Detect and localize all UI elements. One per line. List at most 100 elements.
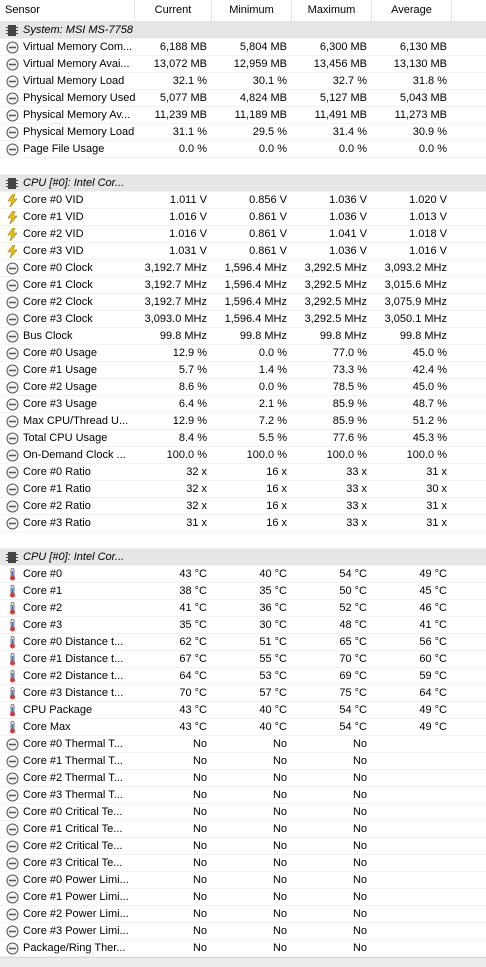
sensor-row[interactable]: Core Max 43 °C 40 °C 54 °C 49 °C	[0, 719, 486, 736]
sensor-row[interactable]: Core #0 VID 1.011 V 0.856 V 1.036 V 1.020 V	[0, 192, 486, 209]
sensor-row[interactable]: Core #1 VID 1.016 V 0.861 V 1.036 V 1.013 V	[0, 209, 486, 226]
icon	[6, 670, 19, 689]
sensor-row[interactable]: Core #1 38 °C 35 °C 50 °C 45 °C	[0, 583, 486, 600]
sensor-value: 70 °C	[339, 653, 367, 665]
sensor-row[interactable]: Core #3 Usage 6.4 % 2.1 % 85.9 % 48.7 %	[0, 396, 486, 413]
sensor-value: No	[272, 874, 287, 886]
sensor-row[interactable]: Bus Clock 99.8 MHz 99.8 MHz 99.8 MHz 99.8 MH…	[0, 328, 486, 345]
sensor-row[interactable]: Core #2 Usage 8.6 % 0.0 % 78.5 % 45.0 %	[0, 379, 486, 396]
sensor-row[interactable]: Core #2 Clock 3,192.7 MHz 1,596.4 MHz 3,292…	[0, 294, 486, 311]
icon	[6, 279, 19, 298]
sensor-value: 69 °C	[339, 670, 367, 682]
sensor-row[interactable]: Virtual Memory Load 32.1 % 30.1 % 32.7 % 31.…	[0, 73, 486, 90]
sensor-value: 3,192.7 MHz	[144, 296, 207, 308]
icon	[6, 347, 19, 366]
column-header[interactable]: Average	[372, 0, 452, 21]
sensor-row[interactable]: Core #1 Usage 5.7 % 1.4 % 73.3 % 42.4 %	[0, 362, 486, 379]
sensor-row[interactable]: Physical Memory Used 5,077 MB 4,824 MB 5,12…	[0, 90, 486, 107]
sensor-row[interactable]: Core #3 Distance t... 70 °C 57 °C 75 °C 64 °…	[0, 685, 486, 702]
sensor-row[interactable]: Max CPU/Thread U... 12.9 % 7.2 % 85.9 % 51.2…	[0, 413, 486, 430]
sensor-row[interactable]: Core #1 Thermal T... No No No	[0, 753, 486, 770]
section-row[interactable]: System: MSI MS-7758	[0, 22, 486, 39]
column-header[interactable]: Sensor	[0, 0, 135, 21]
section-row[interactable]: CPU [#0]: Intel Cor...	[0, 549, 486, 566]
sensor-row[interactable]: Core #3 VID 1.031 V 0.861 V 1.036 V 1.016 V	[0, 243, 486, 260]
sensor-row[interactable]: Core #2 Ratio 32 x 16 x 33 x 31 x	[0, 498, 486, 515]
column-header[interactable]: Maximum	[292, 0, 372, 21]
sensor-row[interactable]: Core #0 Thermal T... No No No	[0, 736, 486, 753]
sensor-value: 1.016 V	[169, 211, 207, 223]
sensor-name: Core #0 Power Limi...	[23, 874, 129, 886]
sensor-row[interactable]: On-Demand Clock ... 100.0 % 100.0 % 100.0 %…	[0, 447, 486, 464]
sensor-row[interactable]: Core #3 Critical Te... No No No	[0, 855, 486, 872]
sensor-row[interactable]: Core #0 43 °C 40 °C 54 °C 49 °C	[0, 566, 486, 583]
sensor-row[interactable]: Core #1 Power Limi... No No No	[0, 889, 486, 906]
sensor-name: Core #1 VID	[23, 211, 84, 223]
sensor-value: 0.0 %	[338, 143, 367, 155]
sensor-value: 16 x	[266, 517, 287, 529]
section-row[interactable]: CPU [#0]: Intel Cor...	[0, 175, 486, 192]
sensor-row[interactable]: Total CPU Usage 8.4 % 5.5 % 77.6 % 45.3 %	[0, 430, 486, 447]
sensor-row[interactable]: Physical Memory Load 31.1 % 29.5 % 31.4 % 30…	[0, 124, 486, 141]
sensor-value: 54 °C	[339, 721, 367, 733]
sensor-row[interactable]: Core #1 Ratio 32 x 16 x 33 x 30 x	[0, 481, 486, 498]
sensor-row[interactable]: Core #2 VID 1.016 V 0.861 V 1.041 V 1.018 V	[0, 226, 486, 243]
sensor-row[interactable]: Core #1 Critical Te... No No No	[0, 821, 486, 838]
sensor-value: 43 °C	[179, 704, 207, 716]
sensor-name: Core #2	[23, 602, 63, 614]
sensor-value: No	[192, 755, 207, 767]
sensor-row[interactable]: Core #0 Ratio 32 x 16 x 33 x 31 x	[0, 464, 486, 481]
sensor-row[interactable]: Physical Memory Av... 11,239 MB 11,189 MB 1…	[0, 107, 486, 124]
sensor-row[interactable]: Package/Ring Ther... No No No	[0, 940, 486, 957]
sensor-row[interactable]: Core #0 Distance t... 62 °C 51 °C 65 °C 56 °…	[0, 634, 486, 651]
sensor-row[interactable]: Core #0 Clock 3,192.7 MHz 1,596.4 MHz 3,292…	[0, 260, 486, 277]
sensor-value: No	[272, 755, 287, 767]
sensor-row[interactable]: Virtual Memory Avai... 13,072 MB 12,959 MB…	[0, 56, 486, 73]
sensor-value: 12,959 MB	[233, 58, 287, 70]
icon	[6, 313, 19, 332]
column-header[interactable]: Current	[135, 0, 212, 21]
sensor-row[interactable]: Core #2 Distance t... 64 °C 53 °C 69 °C 59 °…	[0, 668, 486, 685]
sensor-value: 30 x	[426, 483, 447, 495]
sensor-name: Core #0 Ratio	[23, 466, 91, 478]
sensor-value: 3,292.5 MHz	[304, 313, 367, 325]
sensor-value: 49 °C	[419, 568, 447, 580]
sensor-row[interactable]: Core #0 Critical Te... No No No	[0, 804, 486, 821]
sensor-row[interactable]: Core #0 Power Limi... No No No	[0, 872, 486, 889]
sensor-row[interactable]: Core #1 Clock 3,192.7 MHz 1,596.4 MHz 3,292…	[0, 277, 486, 294]
sensor-row[interactable]: Core #2 Power Limi... No No No	[0, 906, 486, 923]
sensor-row[interactable]: Page File Usage 0.0 % 0.0 % 0.0 % 0.0 %	[0, 141, 486, 158]
sensor-name: Core #1 Critical Te...	[23, 823, 123, 835]
sensor-value: 70 °C	[179, 687, 207, 699]
sensor-row[interactable]: Core #0 Usage 12.9 % 0.0 % 77.0 % 45.0 %	[0, 345, 486, 362]
sensor-row[interactable]: Core #2 Thermal T... No No No	[0, 770, 486, 787]
sensor-row[interactable]: Core #2 Critical Te... No No No	[0, 838, 486, 855]
sensor-row[interactable]: Core #3 35 °C 30 °C 48 °C 41 °C	[0, 617, 486, 634]
section-title: CPU [#0]: Intel Cor...	[23, 177, 125, 189]
icon	[6, 92, 19, 111]
sensor-row[interactable]: Core #3 Power Limi... No No No	[0, 923, 486, 940]
sensor-value: No	[192, 942, 207, 954]
icon	[6, 58, 19, 77]
sensor-row[interactable]: Core #2 41 °C 36 °C 52 °C 46 °C	[0, 600, 486, 617]
sensor-value: No	[352, 806, 367, 818]
sensor-value: 31 x	[426, 466, 447, 478]
sensor-value: 50 °C	[339, 585, 367, 597]
column-header[interactable]: Minimum	[212, 0, 292, 21]
sensor-value: 48.7 %	[412, 398, 447, 410]
sensor-value: 8.6 %	[178, 381, 207, 393]
sensor-row[interactable]: Core #1 Distance t... 67 °C 55 °C 70 °C 60 °…	[0, 651, 486, 668]
sensor-value: 6,130 MB	[399, 41, 447, 53]
sensor-value: 52 °C	[339, 602, 367, 614]
sensor-row[interactable]: CPU Package 43 °C 40 °C 54 °C 49 °C	[0, 702, 486, 719]
sensor-value: 33 x	[346, 517, 367, 529]
sensor-row[interactable]: Core #3 Thermal T... No No No	[0, 787, 486, 804]
sensor-value: 31 x	[186, 517, 207, 529]
sensor-row[interactable]: Virtual Memory Com... 6,188 MB 5,804 MB 6,3…	[0, 39, 486, 56]
icon	[6, 551, 18, 570]
scrollbar[interactable]	[0, 957, 486, 967]
sensor-value: No	[352, 840, 367, 852]
sensor-value: 1,596.4 MHz	[224, 313, 287, 325]
sensor-row[interactable]: Core #3 Clock 3,093.0 MHz 1,596.4 MHz 3,292…	[0, 311, 486, 328]
sensor-row[interactable]: Core #3 Ratio 31 x 16 x 33 x 31 x	[0, 515, 486, 532]
